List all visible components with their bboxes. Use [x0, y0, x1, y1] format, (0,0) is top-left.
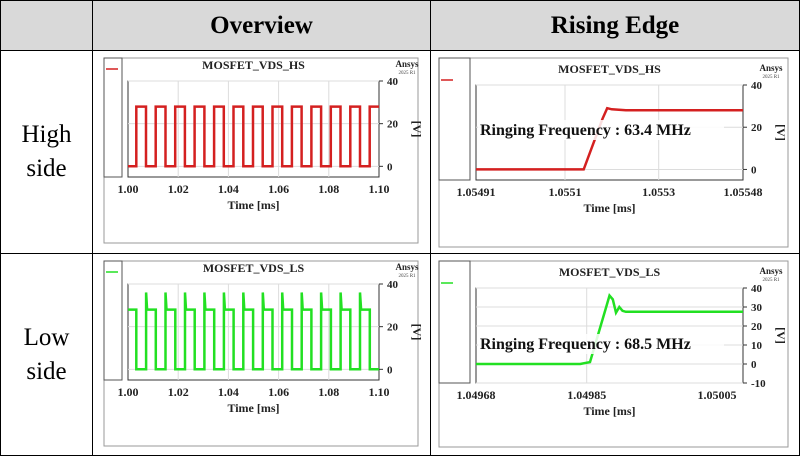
x-tick-label: 1.05548: [724, 185, 763, 199]
series-line: [476, 106, 743, 171]
annotation-bg: [478, 120, 724, 140]
series-line: [476, 293, 743, 366]
legend-box: [103, 57, 123, 178]
chart-hs-overview: 1.00 1.02 1.04 1.06 1.08 1.10 0 20 40 MOSFET_VDS_…: [103, 57, 424, 244]
y-tick-label: 0: [387, 161, 393, 173]
chart-cell-hs-rising: 1.05491 1.0551 1.0553 1.05548 0 20 40 MOSFET_VD…: [431, 51, 799, 254]
series-line: [128, 105, 379, 168]
x-tick-label: 1.02: [168, 182, 189, 196]
y-tick-label: 40: [387, 279, 399, 291]
y-tick-label: 40: [387, 76, 399, 88]
x-tick-label: 1.08: [318, 182, 339, 196]
y-tick-label: 40: [751, 80, 763, 92]
ansys-logo-text: Ansys: [395, 262, 419, 272]
x-axis-label: Time [ms]: [583, 404, 635, 418]
x-tick-label: 1.08: [318, 385, 339, 399]
ansys-logo-text: Ansys: [759, 266, 783, 276]
chart-title: MOSFET_VDS_HS: [202, 58, 305, 72]
chart-title: MOSFET_VDS_HS: [558, 62, 661, 76]
x-tick-label: 1.10: [369, 182, 390, 196]
x-tick-label: 1.10: [369, 385, 390, 399]
x-tick-label: 1.04: [218, 182, 239, 196]
column-header-overview-label: Overview: [210, 11, 313, 39]
x-tick-label: 1.04985: [567, 388, 606, 402]
column-header-rising-edge-label: Rising Edge: [550, 11, 680, 39]
x-axis-label: Time [ms]: [227, 198, 279, 212]
x-axis-label: Time [ms]: [227, 401, 279, 415]
chart-hs-rising: 1.05491 1.0551 1.0553 1.05548 0 20 40 MOSFET_VD…: [438, 57, 789, 248]
x-tick-label: 1.06: [268, 182, 289, 196]
x-axis-label: Time [ms]: [583, 201, 635, 215]
ansys-version-text: 2025 R1: [398, 71, 416, 76]
row-label-low-side: Low side: [1, 254, 93, 455]
y-tick-label: 0: [387, 364, 393, 376]
row-label-high-line2: side: [26, 155, 67, 182]
chart-cell-ls-rising: 1.04968 1.04985 1.05005 -10 0 10 20 30 40 MOSFET_…: [431, 254, 799, 455]
ansys-version-text: 2025 R1: [762, 75, 780, 80]
x-tick-label: 1.0553: [642, 185, 675, 199]
x-tick-label: 1.04968: [457, 388, 496, 402]
x-tick-label: 1.05005: [697, 388, 736, 402]
x-tick-label: 1.0551: [549, 185, 582, 199]
y-tick-label: 0: [751, 359, 757, 371]
annotation-bg: [478, 334, 724, 354]
x-tick-label: 1.00: [118, 182, 139, 196]
series-line: [128, 292, 379, 371]
y-axis-label: [V]: [774, 327, 788, 344]
ansys-logo-text: Ansys: [759, 63, 783, 73]
legend-box: [438, 57, 471, 181]
column-header-overview: Overview: [93, 1, 431, 51]
x-tick-label: 1.02: [168, 385, 189, 399]
x-tick-label: 1.05491: [457, 185, 496, 199]
y-axis-label: [V]: [410, 324, 424, 341]
chart-cell-ls-overview: 1.00 1.02 1.04 1.06 1.08 1.10 0 20 40 MOSFET_VDS_…: [93, 254, 431, 455]
y-tick-label: 20: [387, 119, 399, 131]
y-axis-label: [V]: [410, 121, 424, 138]
y-tick-label: 0: [751, 164, 757, 176]
y-tick-label: 20: [751, 321, 763, 333]
y-tick-label: 30: [751, 302, 763, 314]
ringing-frequency-annotation: Ringing Frequency : 63.4 MHz: [480, 122, 691, 139]
ansys-version-text: 2025 R1: [398, 274, 416, 279]
y-tick-label: 20: [751, 122, 763, 134]
corner-header-cell: [1, 1, 93, 51]
legend-box: [438, 260, 471, 384]
column-header-rising-edge: Rising Edge: [431, 1, 799, 51]
y-tick-label: 20: [387, 322, 399, 334]
chart-cell-hs-overview: 1.00 1.02 1.04 1.06 1.08 1.10 0 20 40 MOSFET_VDS_…: [93, 51, 431, 254]
ansys-version-text: 2025 R1: [762, 278, 780, 283]
chart-title: MOSFET_VDS_LS: [203, 261, 305, 275]
chart-ls-rising: 1.04968 1.04985 1.05005 -10 0 10 20 30 40 MOSFET_…: [438, 260, 789, 448]
y-tick-label: 40: [751, 283, 763, 295]
legend-box: [103, 260, 123, 381]
ansys-logo-text: Ansys: [395, 59, 419, 69]
y-axis-label: [V]: [774, 124, 788, 141]
row-label-low-line1: Low: [23, 323, 70, 351]
x-tick-label: 1.06: [268, 385, 289, 399]
x-tick-label: 1.04: [218, 385, 239, 399]
row-label-high-side: High side: [1, 51, 93, 254]
y-tick-label: 10: [751, 340, 763, 352]
x-tick-label: 1.00: [118, 385, 139, 399]
row-label-low-line2: side: [26, 357, 67, 385]
chart-ls-overview: 1.00 1.02 1.04 1.06 1.08 1.10 0 20 40 MOSFET_VDS_…: [103, 260, 424, 447]
chart-title: MOSFET_VDS_LS: [559, 265, 661, 279]
y-tick-label: -10: [751, 378, 766, 390]
row-label-high-line1: High: [21, 121, 72, 149]
ringing-frequency-annotation: Ringing Frequency : 68.5 MHz: [480, 336, 691, 353]
